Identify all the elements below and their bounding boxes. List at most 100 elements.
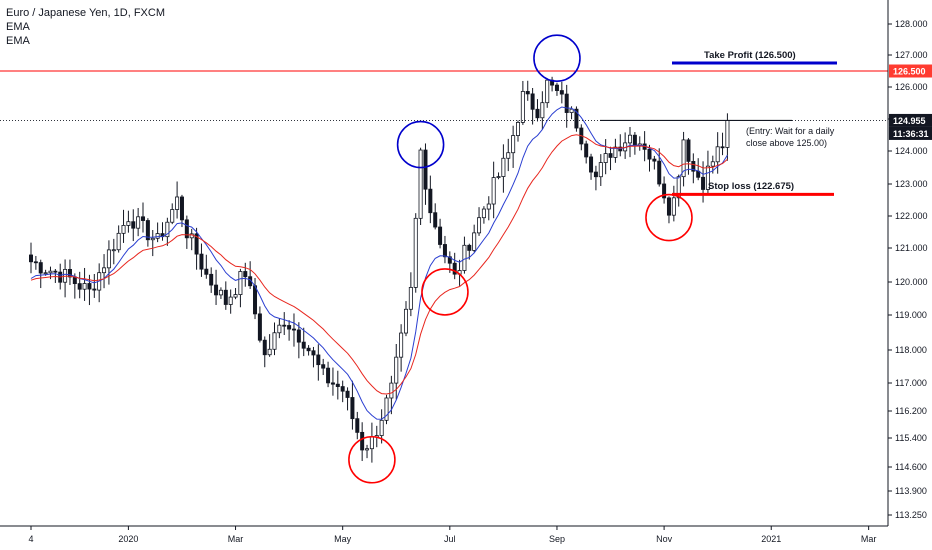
candle: [657, 148, 662, 187]
entry-note-line-2: close above 125.00): [746, 138, 827, 148]
x-tick-label: 2020: [118, 534, 138, 544]
candle: [77, 271, 82, 299]
candle: [501, 144, 506, 193]
levels-layer: [0, 61, 888, 196]
candle: [306, 345, 311, 356]
candle: [506, 138, 511, 172]
y-tick-label: 115.400: [895, 433, 927, 443]
candle: [564, 84, 569, 128]
candle: [720, 132, 725, 156]
candle: [194, 227, 199, 270]
blue-circle-annotation[interactable]: [396, 120, 445, 169]
candle: [238, 268, 243, 308]
candle: [360, 422, 365, 462]
candle: [579, 124, 584, 151]
last-price-badge: 124.955: [889, 113, 932, 127]
candle: [218, 287, 223, 299]
y-tick-label: 121.000: [895, 243, 928, 253]
candle: [209, 267, 214, 293]
candle: [413, 213, 418, 293]
candle: [106, 240, 111, 285]
candle: [540, 91, 545, 130]
candle: [126, 210, 131, 233]
candle: [598, 154, 603, 186]
candle: [223, 281, 228, 310]
candle: [496, 172, 501, 180]
candle: [316, 344, 321, 381]
candle: [102, 254, 107, 289]
candle: [199, 243, 204, 277]
y-tick-label: 128.000: [895, 19, 928, 29]
candle: [389, 375, 394, 415]
ema-slow-line: [30, 134, 728, 395]
candle: [204, 254, 209, 279]
candle: [428, 175, 433, 224]
y-tick-label: 116.200: [895, 406, 927, 416]
candle: [399, 324, 404, 372]
x-tick-label: Mar: [861, 534, 877, 544]
candle: [618, 134, 623, 157]
y-tick-label: 122.000: [895, 211, 928, 221]
x-tick-label: May: [334, 534, 352, 544]
candle: [593, 165, 598, 191]
candle: [282, 312, 287, 336]
candle: [28, 242, 33, 274]
y-tick-label: 119.000: [895, 310, 927, 320]
red-circle-annotation[interactable]: [348, 435, 396, 484]
candle: [121, 209, 126, 243]
candle: [97, 263, 102, 303]
symbol-title[interactable]: Euro / Japanese Yen, 1D, FXCM: [6, 7, 165, 19]
y-tick-label: 126.000: [895, 82, 928, 92]
candle: [647, 144, 652, 172]
x-tick-label: Sep: [549, 534, 565, 544]
candle: [248, 261, 253, 289]
ema-layer: [30, 106, 728, 420]
red-circle-annotation[interactable]: [421, 268, 469, 316]
ema-fast-line: [30, 106, 728, 420]
y-tick-label: 127.000: [895, 50, 928, 60]
candle: [418, 147, 423, 225]
candle: [277, 317, 282, 339]
svg-text:11:36:31: 11:36:31: [893, 129, 929, 139]
candle: [33, 255, 38, 270]
candle: [243, 262, 248, 287]
x-tick-label: Jul: [444, 534, 456, 544]
candle: [262, 336, 267, 368]
candle: [403, 301, 408, 337]
candle: [530, 87, 535, 125]
candle: [520, 80, 525, 125]
y-tick-label: 120.000: [895, 277, 928, 287]
candle: [516, 120, 521, 142]
candle: [628, 126, 633, 158]
ema-indicator-2[interactable]: EMA: [6, 35, 30, 47]
red-circle-annotation[interactable]: [645, 193, 693, 242]
blue-circle-annotation[interactable]: [533, 34, 581, 83]
candle: [131, 209, 136, 242]
candle: [623, 132, 628, 159]
candle: [160, 222, 165, 241]
candle: [38, 259, 43, 289]
candle: [613, 138, 618, 163]
candle: [311, 346, 316, 368]
x-tick-label: Nov: [656, 534, 673, 544]
candle: [296, 322, 301, 359]
candle: [82, 267, 87, 301]
candle: [67, 259, 72, 285]
take-profit-price-badge: 126.500: [889, 64, 932, 78]
candle: [589, 153, 594, 180]
candle: [686, 138, 691, 175]
candle: [350, 380, 355, 430]
candle: [438, 218, 443, 249]
candle: [423, 143, 428, 205]
candle: [477, 207, 482, 236]
candle: [652, 155, 657, 170]
candle: [696, 158, 701, 181]
y-tick-label: 118.000: [895, 345, 927, 355]
candles-layer: [28, 76, 730, 463]
ema-indicator-1[interactable]: EMA: [6, 21, 30, 33]
candle: [559, 81, 564, 104]
candle: [165, 217, 170, 246]
candle: [452, 252, 457, 280]
